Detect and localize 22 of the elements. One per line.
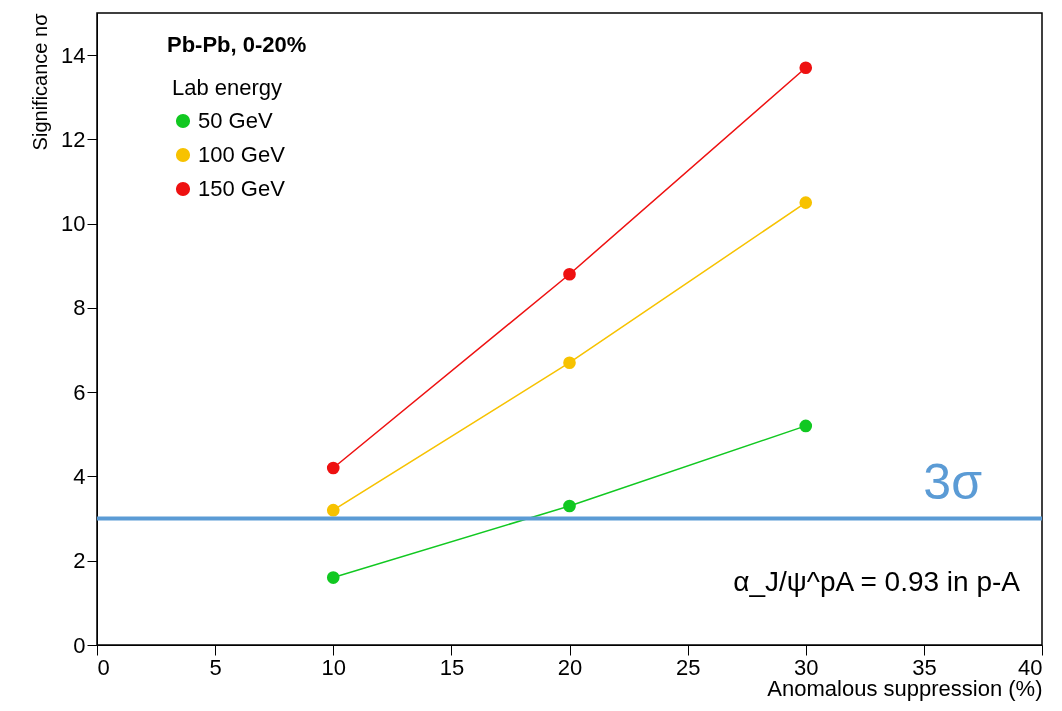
y-tick-label: 0 <box>73 632 86 658</box>
y-axis-title: Significance nσ <box>29 12 52 151</box>
legend-label: 100 GeV <box>198 142 286 167</box>
y-tick-label: 4 <box>73 463 86 489</box>
x-tick-label: 10 <box>321 654 346 680</box>
annotation: Pb-Pb, 0-20% <box>167 32 307 57</box>
y-tick-label: 10 <box>61 211 86 237</box>
y-tick-label: 14 <box>61 42 86 68</box>
legend-title: Lab energy <box>172 75 283 100</box>
x-tick-label: 15 <box>439 654 465 680</box>
y-tick-label: 6 <box>73 379 86 405</box>
y-tick-label: 12 <box>61 126 86 152</box>
y-tick-label: 2 <box>73 548 86 574</box>
annotation: α_J/ψ^pA = 0.93 in p-A <box>733 566 1021 597</box>
legend-label: 50 GeV <box>198 108 273 133</box>
x-tick-label: 5 <box>209 654 222 680</box>
legend-label: 150 GeV <box>198 176 286 201</box>
ref-line-label: 3σ <box>923 453 983 510</box>
x-tick-label: 20 <box>557 654 583 680</box>
x-tick-label: 0 <box>97 654 110 680</box>
y-tick-label: 8 <box>73 295 86 321</box>
x-tick-label: 25 <box>675 654 701 680</box>
